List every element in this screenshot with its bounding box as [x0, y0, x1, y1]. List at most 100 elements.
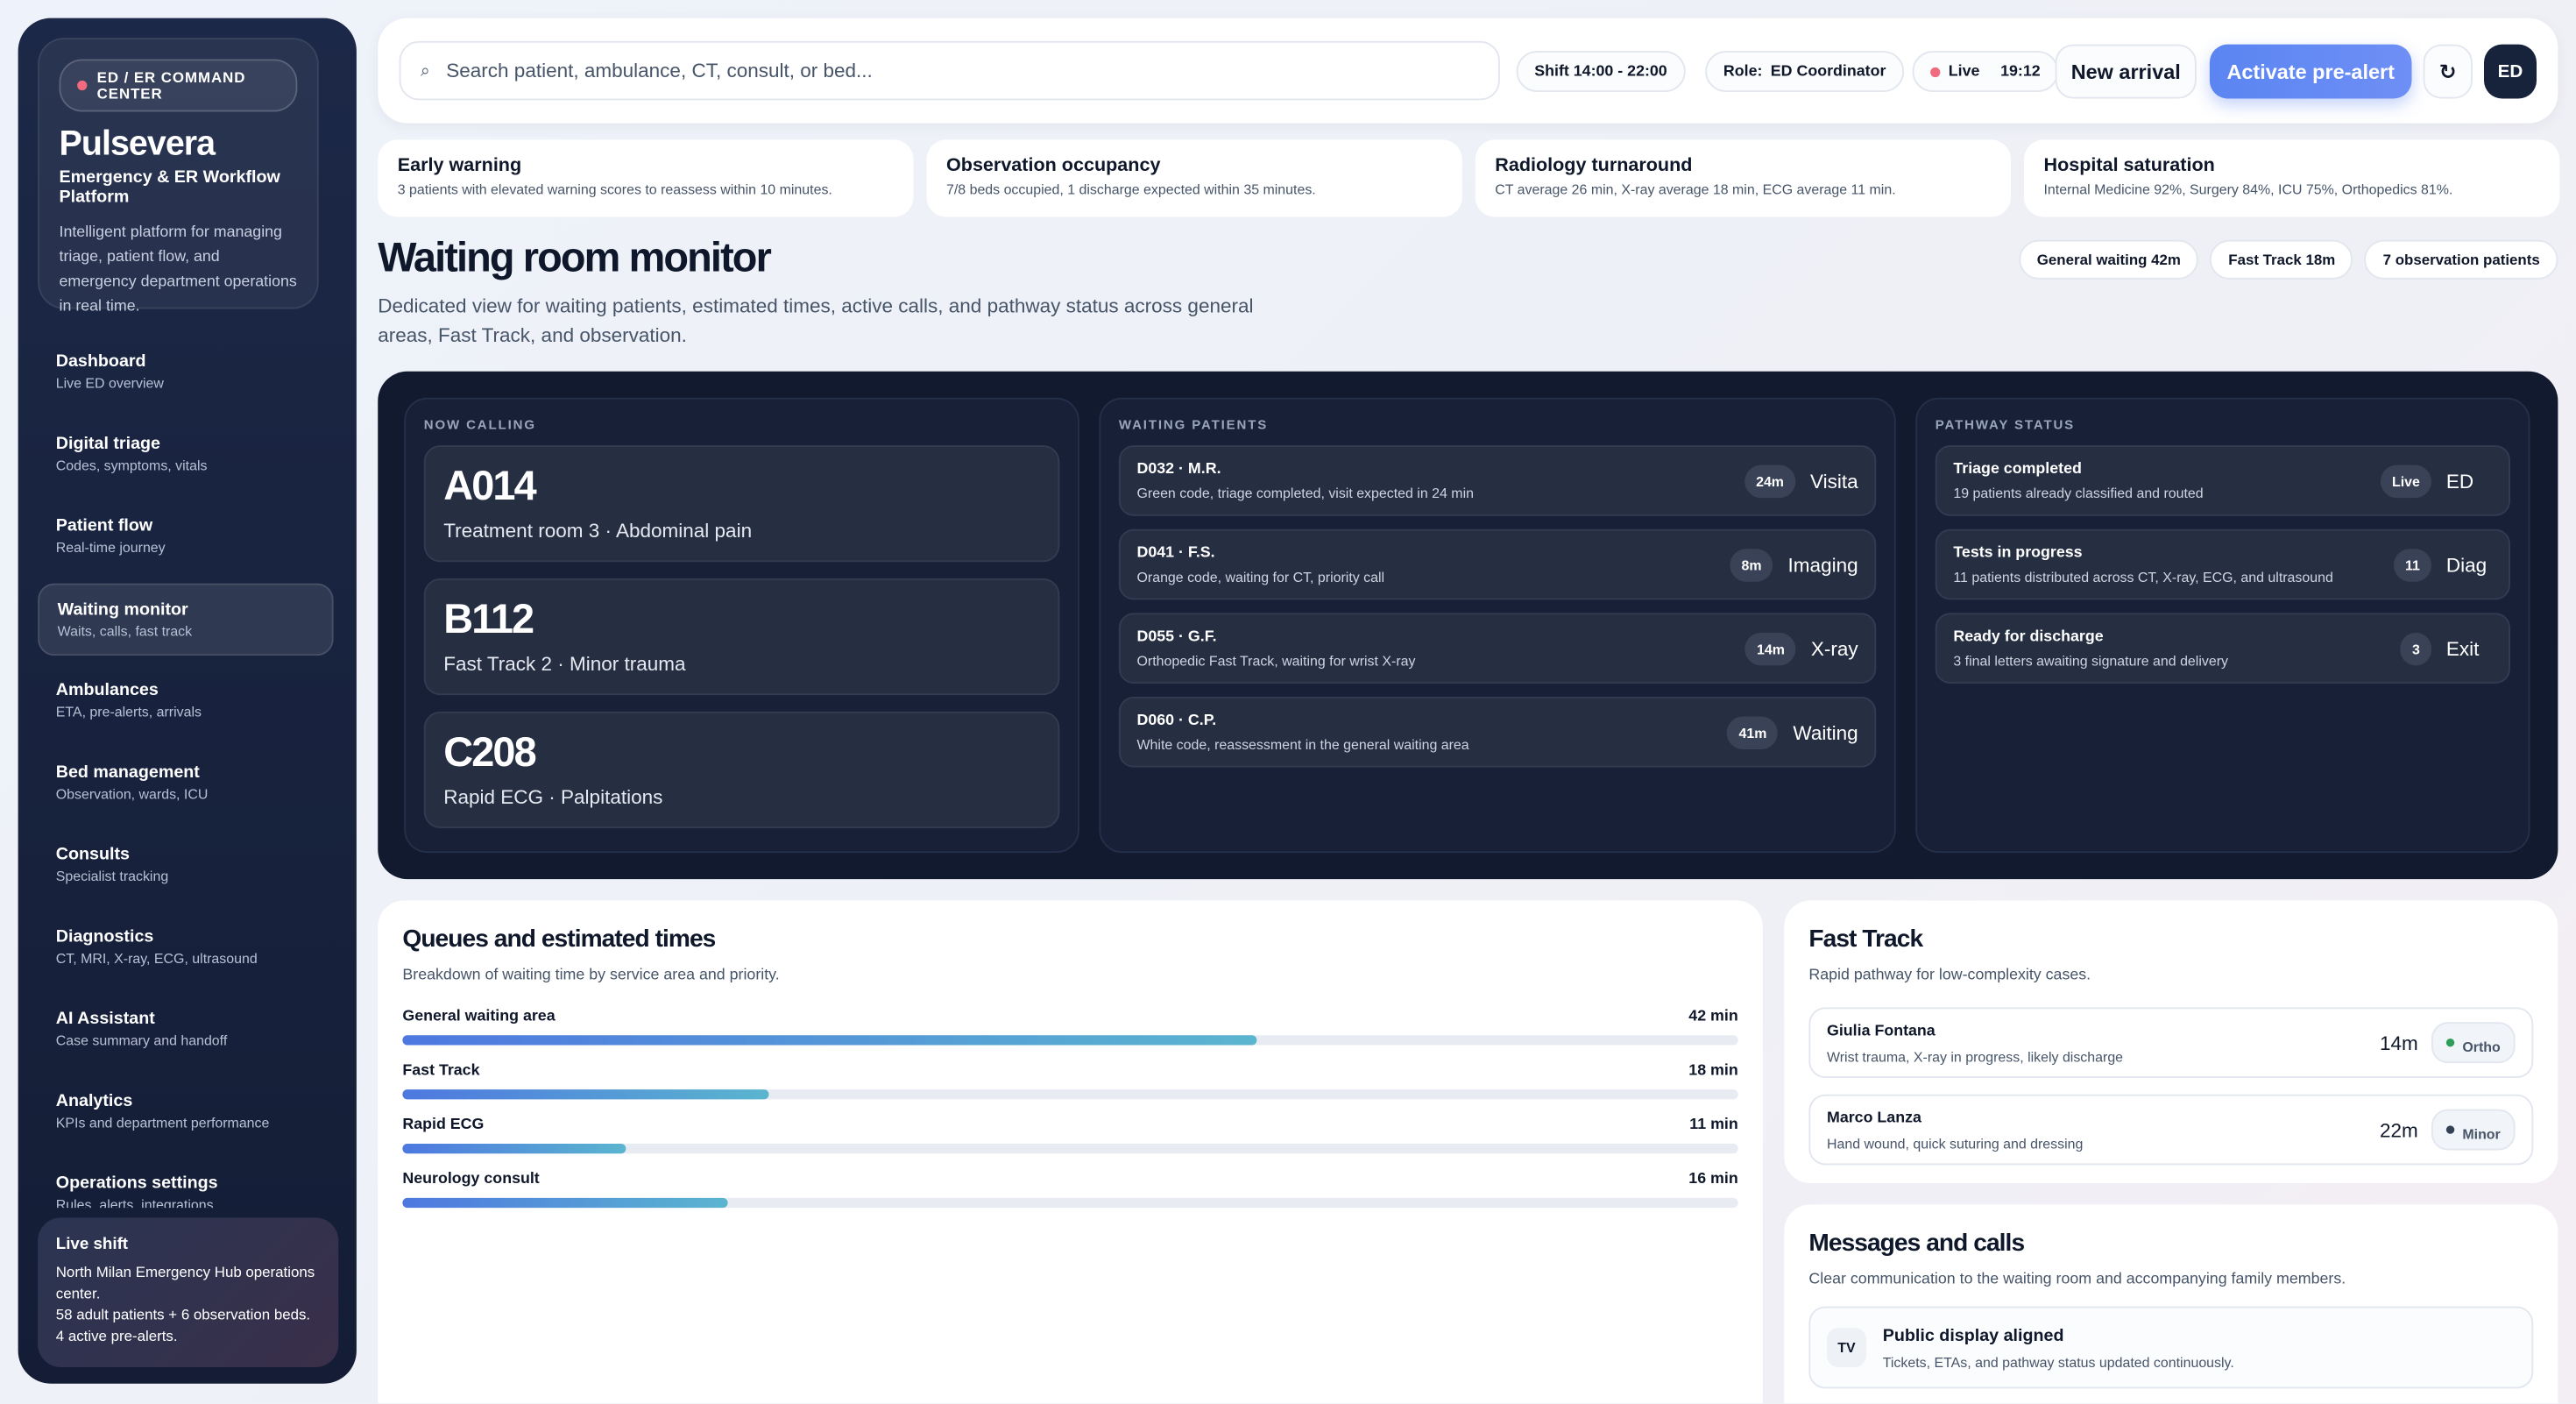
- status-row: D032 · M.R. Green code, triage completed,…: [1118, 445, 1877, 516]
- status-row: Triage completed 19 patients already clas…: [1935, 445, 2510, 516]
- call-text: Treatment room 3 · Abdominal pain: [443, 519, 753, 542]
- tag-text: Minor: [2462, 1125, 2501, 1143]
- live-line: North Milan Emergency Hub operations cen…: [55, 1263, 315, 1301]
- queue-bar: [402, 1089, 769, 1100]
- new-arrival-button[interactable]: New arrival: [2055, 44, 2197, 99]
- message-icon: TV: [1827, 1328, 1866, 1367]
- nav-item[interactable]: AI Assistant Case summary and handoff: [38, 994, 334, 1067]
- nav-sub: CT, MRI, X-ray, ECG, ultrasound: [55, 949, 258, 967]
- call-card: B112 Fast Track 2 · Minor trauma: [423, 578, 1060, 696]
- row-desc: 19 patients already classified and route…: [1953, 485, 2204, 501]
- nav-item[interactable]: Patient flow Real-time journey: [38, 501, 334, 574]
- shift: Shift 14:00 - 22:00: [1534, 62, 1667, 81]
- nav-item[interactable]: Consults Specialist tracking: [38, 830, 334, 903]
- row-desc: Green code, triage completed, visit expe…: [1136, 485, 1474, 501]
- fast-track-card: Fast Track Rapid pathway for low-complex…: [1784, 900, 2558, 1183]
- pre-alert-button[interactable]: Activate pre-alert: [2209, 44, 2412, 99]
- badge-text: ED / ER COMMAND CENTER: [96, 68, 246, 103]
- nav-item[interactable]: Analytics KPIs and department performance: [38, 1076, 334, 1149]
- tag-dot: [2445, 1039, 2454, 1047]
- row-status: ED: [2445, 469, 2474, 493]
- nav-sub: Live ED overview: [55, 374, 164, 392]
- nav-item[interactable]: Operations settings Rules, alerts, integr…: [38, 1159, 334, 1208]
- row-title: Ready for discharge: [1953, 628, 2104, 646]
- queue-bar: [402, 1197, 729, 1209]
- queue-value: 16 min: [1688, 1170, 1738, 1188]
- message-title: Public display aligned: [1882, 1325, 2064, 1345]
- message-text: Public display aligned Tickets, ETAs, and…: [1883, 1325, 2234, 1370]
- row-title: D060 · C.P.: [1136, 711, 1217, 730]
- row-status: Exit: [2445, 636, 2480, 660]
- nav-item[interactable]: Digital triage Codes, symptoms, vitals: [38, 419, 334, 492]
- nav-label: Diagnostics: [55, 926, 154, 947]
- nav-item[interactable]: Diagnostics CT, MRI, X-ray, ECG, ultrasou…: [38, 912, 334, 985]
- row-badge: 14m: [1744, 631, 1796, 665]
- nav-item[interactable]: Dashboard Live ED overview: [38, 337, 334, 409]
- search[interactable]: ⌕ Search patient, ambulance, CT, consult,…: [399, 40, 1500, 101]
- pill: 7 observation patients: [2365, 239, 2558, 280]
- card-subtitle: Breakdown of waiting time by service are…: [402, 966, 780, 985]
- tag-dot: [2445, 1125, 2454, 1134]
- brand: Pulsevera: [59, 124, 216, 163]
- patient-time: 22m: [2379, 1117, 2418, 1142]
- avatar[interactable]: ED: [2484, 44, 2537, 99]
- live-label: Live: [1948, 62, 1980, 81]
- queue-name: Fast Track: [402, 1061, 480, 1080]
- queue-row: Fast Track 18 min: [402, 1061, 1738, 1100]
- row-badge: 41m: [1727, 715, 1779, 749]
- row-text: Triage completed 19 patients already clas…: [1953, 460, 2380, 501]
- live-line: 58 adult patients + 6 observation beds.: [55, 1306, 311, 1323]
- patient-time: 14m: [2379, 1031, 2418, 1054]
- nav-label: Dashboard: [55, 351, 146, 372]
- shift-chip: Shift 14:00 - 22:00: [1516, 51, 1686, 92]
- alert-card: Observation occupancy 7/8 beds occupied, …: [926, 139, 1462, 217]
- alert-text: 7/8 beds occupied, 1 discharge expected …: [946, 181, 1316, 197]
- column-label: WAITING PATIENTS: [1118, 417, 1269, 433]
- refresh-button[interactable]: ↻: [2423, 44, 2473, 99]
- queues-card: Queues and estimated times Breakdown of …: [378, 900, 1763, 1404]
- fast-track-row: Marco Lanza Hand wound, quick suturing an…: [1808, 1094, 2534, 1166]
- alert-title: Radiology turnaround: [1495, 156, 1693, 176]
- queue-track: [402, 1089, 1738, 1100]
- nav-label: Consults: [55, 844, 130, 865]
- topbar: ⌕ Search patient, ambulance, CT, consult,…: [378, 18, 2558, 124]
- row-title: Triage completed: [1953, 460, 2082, 479]
- badge: ED / ER COMMAND CENTER: [59, 59, 298, 112]
- brand-box: ED / ER COMMAND CENTER Pulsevera Emergen…: [38, 38, 319, 316]
- now-calling: NOW CALLING A014 Treatment room 3 · Abdomi…: [404, 397, 1079, 854]
- row-title: D055 · G.F.: [1136, 628, 1217, 646]
- nav-item[interactable]: Ambulances ETA, pre-alerts, arrivals: [38, 665, 334, 738]
- card-subtitle: Clear communication to the waiting room …: [1808, 1270, 2346, 1288]
- row-status: X-ray: [1810, 636, 1858, 660]
- nav-sub: KPIs and department performance: [55, 1114, 270, 1131]
- status-row: D041 · F.S. Orange code, waiting for CT, …: [1118, 528, 1877, 600]
- role: ED Coordinator: [1770, 62, 1886, 81]
- row-title: D041 · F.S.: [1136, 543, 1215, 563]
- call-code: A014: [443, 463, 536, 510]
- pill: Fast Track 18m: [2210, 239, 2353, 280]
- nav-sub: Real-time journey: [55, 539, 166, 556]
- monitor-panel: NOW CALLING A014 Treatment room 3 · Abdomi…: [378, 371, 2558, 880]
- nav-label: Digital triage: [55, 434, 161, 454]
- queue-head: Rapid ECG 11 min: [402, 1116, 1737, 1134]
- nav-item[interactable]: Bed management Observation, wards, ICU: [38, 748, 334, 820]
- call-code: B112: [443, 596, 534, 643]
- nav-item[interactable]: Waiting monitor Waits, calls, fast track: [38, 583, 334, 656]
- nav-label: Analytics: [55, 1091, 133, 1111]
- queue-row: General waiting area 42 min: [402, 1007, 1738, 1046]
- alert-card: Early warning 3 patients with elevated wa…: [378, 139, 914, 217]
- alert-text: Internal Medicine 92%, Surgery 84%, ICU …: [2043, 181, 2453, 197]
- queue-head: General waiting area 42 min: [402, 1007, 1737, 1025]
- call-code: C208: [443, 729, 536, 776]
- alert-card: Radiology turnaround CT average 26 min, X…: [1475, 139, 2011, 217]
- alert-title: Early warning: [397, 156, 522, 176]
- row-badge: Live: [2380, 464, 2431, 498]
- patient-name: Giulia Fontana: [1827, 1021, 1936, 1039]
- messages-card: Messages and calls Clear communication t…: [1784, 1204, 2558, 1404]
- message-row: TV Public display aligned Tickets, ETAs, a…: [1808, 1306, 2534, 1389]
- row-status: Imaging: [1787, 552, 1858, 577]
- status-row: Ready for discharge 3 final letters await…: [1935, 613, 2510, 684]
- row-desc: 3 final letters awaiting signature and d…: [1953, 652, 2228, 670]
